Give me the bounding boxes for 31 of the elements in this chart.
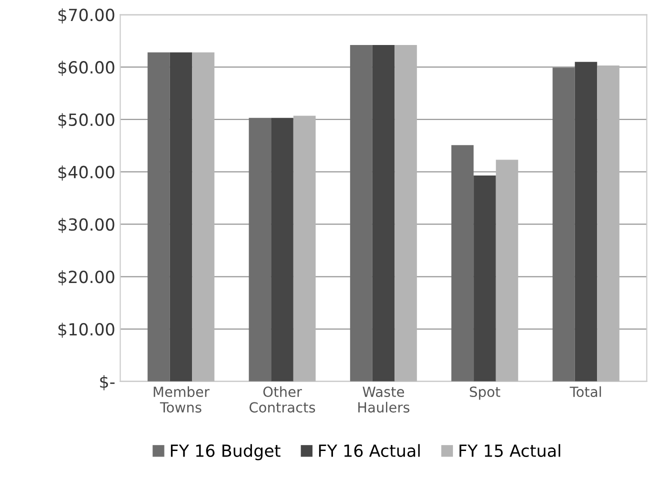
y-tick-label: $70.00 bbox=[58, 8, 114, 24]
y-tick-label: $10.00 bbox=[58, 322, 114, 338]
y-tick-label: $60.00 bbox=[58, 60, 114, 76]
bar bbox=[574, 62, 598, 382]
bar bbox=[248, 118, 272, 382]
y-tick-label: $- bbox=[100, 375, 115, 390]
bar bbox=[293, 116, 316, 382]
legend-label: FY 16 Actual bbox=[319, 444, 420, 457]
x-tick-label: Other Contracts bbox=[250, 386, 316, 413]
bar bbox=[496, 160, 518, 382]
y-tick-label: $20.00 bbox=[58, 270, 114, 286]
bar bbox=[350, 45, 372, 382]
bar bbox=[474, 176, 496, 382]
legend-label: FY 15 Actual bbox=[460, 444, 560, 457]
y-tick-label: $50.00 bbox=[58, 113, 114, 128]
x-tick-label: Total bbox=[570, 386, 601, 398]
bar bbox=[372, 45, 395, 382]
x-tick-label: Waste Haulers bbox=[358, 386, 410, 413]
bar bbox=[597, 65, 620, 382]
x-tick-label: Member Towns bbox=[154, 386, 210, 413]
bar bbox=[192, 52, 214, 382]
x-tick-label: Spot bbox=[470, 386, 500, 400]
bar bbox=[451, 145, 474, 382]
bar bbox=[170, 52, 192, 382]
y-tick-label: $30.00 bbox=[58, 218, 114, 234]
bar bbox=[552, 68, 575, 382]
legend-label: FY 16 Budget bbox=[170, 444, 280, 460]
bar bbox=[394, 45, 417, 382]
y-tick-label: $40.00 bbox=[58, 166, 114, 181]
bar bbox=[148, 52, 170, 382]
bar bbox=[271, 118, 294, 382]
